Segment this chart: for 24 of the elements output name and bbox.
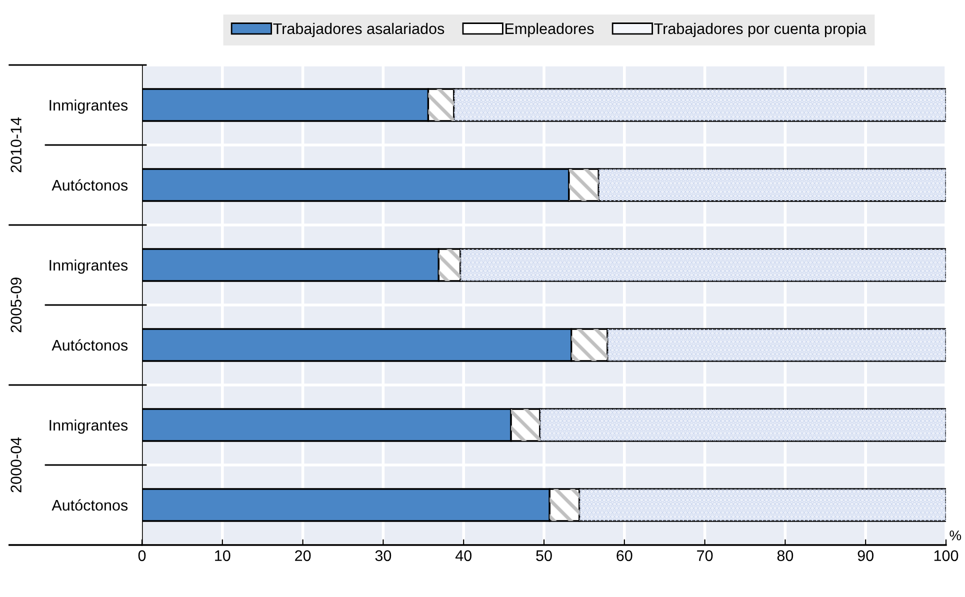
x-tick-label: 90 bbox=[858, 550, 874, 562]
text: 2005-09 bbox=[10, 278, 22, 332]
y-tick-label: Inmigrantes bbox=[50, 419, 128, 434]
text: 2000-04 bbox=[10, 437, 22, 492]
x-tick-label: 20 bbox=[295, 550, 311, 562]
y-tick-label: Autóctonos bbox=[52, 339, 128, 351]
legend-label: Empleadores bbox=[505, 22, 594, 38]
x-tick-label: 60 bbox=[616, 550, 632, 562]
x-tick-label: 0 bbox=[138, 550, 146, 562]
legend-label: Trabajadores asalariados bbox=[273, 22, 444, 38]
legend-label: Trabajadores por cuenta propia bbox=[654, 22, 866, 38]
y-tick-label: Autóctonos bbox=[52, 499, 128, 511]
x-tick-label: 50 bbox=[536, 550, 552, 562]
x-tick-label: 70 bbox=[697, 550, 713, 562]
x-axis-title: % bbox=[950, 530, 962, 540]
y-tick-label: Inmigrantes bbox=[50, 259, 128, 274]
y-tick-label: Inmigrantes bbox=[50, 99, 128, 114]
x-tick-label: 80 bbox=[777, 550, 794, 562]
y-tick-label: Autóctonos bbox=[52, 179, 128, 191]
text: 2010-14 bbox=[10, 117, 22, 172]
x-tick-label: 100 bbox=[934, 550, 958, 562]
x-tick-label: 30 bbox=[375, 550, 392, 562]
x-tick-label: 40 bbox=[455, 550, 472, 562]
x-tick-label: 10 bbox=[215, 550, 230, 562]
